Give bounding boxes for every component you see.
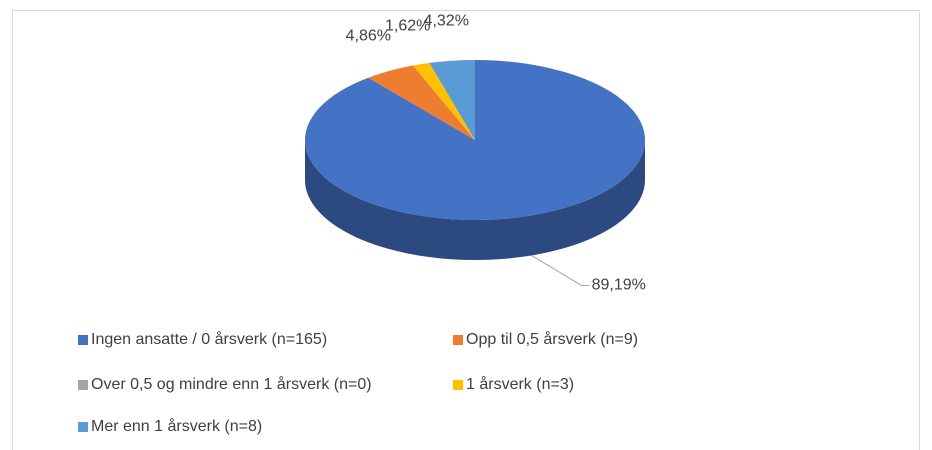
slice — [305, 60, 646, 220]
legend-swatch — [78, 380, 88, 390]
legend-label: Opp til 0,5 årsverk (n=9) — [466, 330, 638, 348]
legend-swatch — [78, 335, 88, 345]
slice — [429, 60, 475, 140]
legend-label: Ingen ansatte / 0 årsverk (n=165) — [91, 330, 327, 348]
slice — [413, 65, 475, 140]
legend-swatch — [453, 335, 463, 345]
data-label: 1,62% — [385, 17, 430, 34]
leader-line — [531, 255, 590, 286]
legend-swatch — [453, 380, 463, 390]
legend-swatch — [78, 422, 88, 432]
legend-label: 1 årsverk (n=3) — [466, 375, 574, 393]
slice-side — [305, 140, 645, 260]
legend-label: Mer enn 1 årsverk (n=8) — [91, 417, 262, 435]
legend-label: Over 0,5 og mindre enn 1 årsverk (n=0) — [91, 375, 372, 393]
slice — [413, 62, 475, 140]
data-label: 4,86% — [346, 27, 391, 44]
slice-side-shade — [305, 140, 645, 260]
slice — [368, 65, 475, 140]
data-label: 89,19% — [592, 277, 646, 294]
data-label: 4,32% — [424, 12, 469, 29]
